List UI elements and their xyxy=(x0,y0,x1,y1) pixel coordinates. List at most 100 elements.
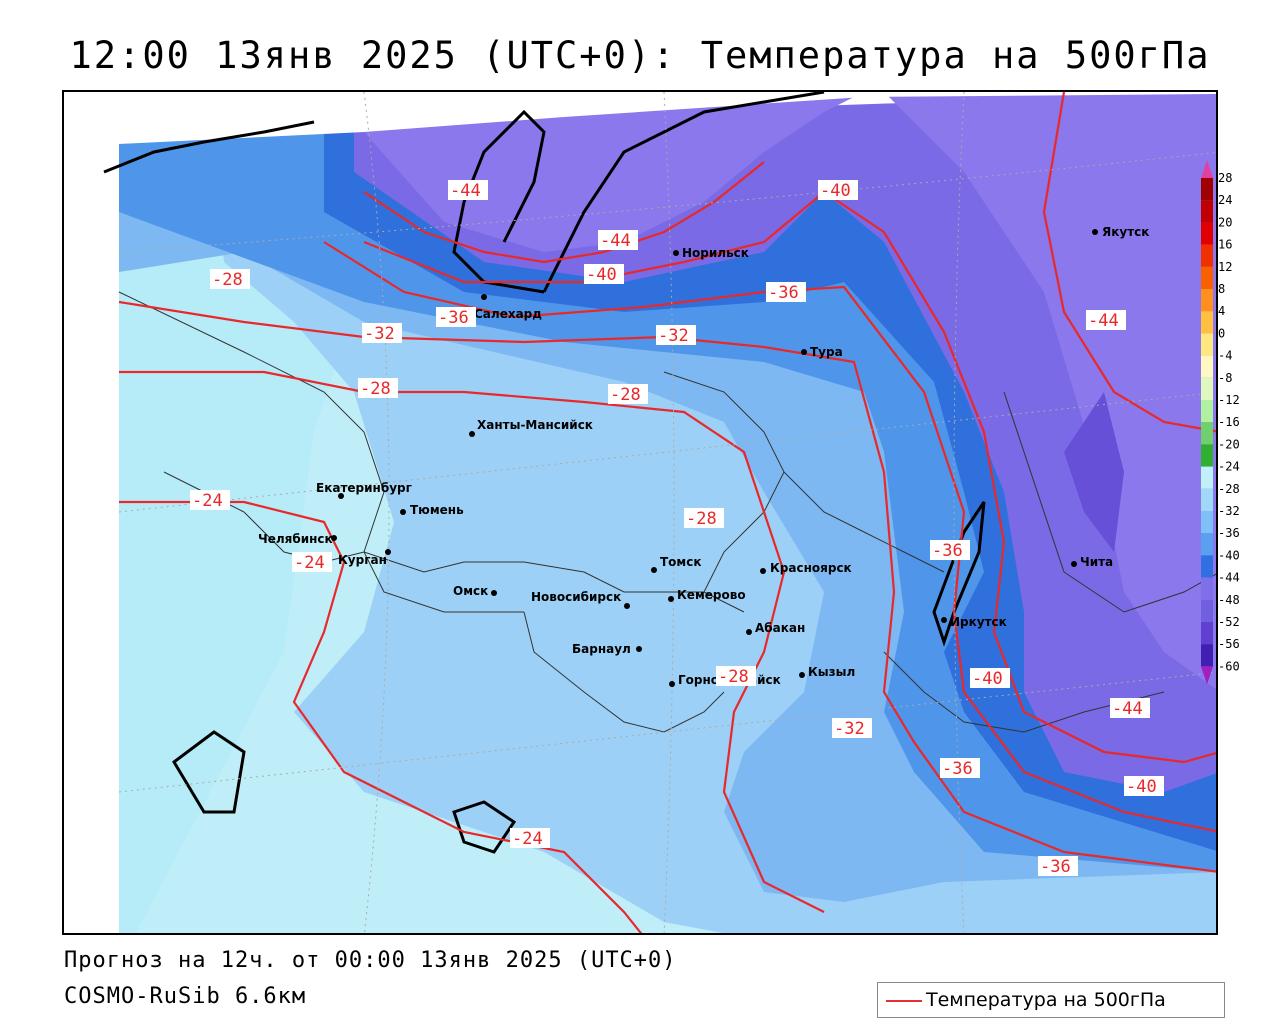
colorbar-swatch xyxy=(1201,533,1213,556)
colorbar-swatch xyxy=(1201,200,1213,223)
svg-text:Кемерово: Кемерово xyxy=(677,588,746,602)
coastline-baikal xyxy=(932,501,986,647)
colorbar-tick-label: 12 xyxy=(1218,260,1232,274)
colorbar-swatch xyxy=(1201,266,1213,289)
city-kurgan[interactable]: Курган xyxy=(338,549,391,567)
city-omsk[interactable]: Омск xyxy=(453,584,497,598)
map-title: 12:00 13янв 2025 (UTC+0): Температура на… xyxy=(69,34,1211,77)
svg-text:Ханты-Мансийск: Ханты-Мансийск xyxy=(477,418,593,432)
city-norilsk[interactable]: Норильск xyxy=(673,246,749,260)
colorbar-swatch xyxy=(1201,577,1213,600)
colorbar-tick-label: -40 xyxy=(1218,548,1240,562)
city-barnaul[interactable]: Барнаул xyxy=(572,642,642,656)
city-salekhard[interactable]: Салехард xyxy=(474,294,542,321)
isoline-label: -44 xyxy=(448,180,488,201)
colorbar-swatch xyxy=(1201,466,1213,489)
city-kemerovo[interactable]: Кемерово xyxy=(668,588,746,602)
colorbar-tick-label: -48 xyxy=(1218,593,1240,607)
city-yakutsk[interactable]: Якутск xyxy=(1092,225,1149,239)
colorbar-tick-label: -20 xyxy=(1218,437,1240,451)
isoline-label: -28 xyxy=(684,508,724,529)
city-novosibirsk[interactable]: Новосибирск xyxy=(531,590,630,609)
svg-text:-28: -28 xyxy=(718,667,749,687)
colorbar-swatch xyxy=(1201,599,1213,622)
isoline-label: -40 xyxy=(970,668,1010,689)
colorbar-tick-label: 24 xyxy=(1218,193,1232,207)
isoline-labels: -44 -44 -40 -40 -36 -36 -32 -32 -28 -28 … xyxy=(190,180,1164,877)
colorbar-tick-label: -56 xyxy=(1218,637,1240,651)
legend: Температура на 500гПа xyxy=(877,982,1225,1018)
coastline-taimyr xyxy=(542,92,825,293)
colorbar-swatch xyxy=(1201,400,1213,423)
svg-text:-44: -44 xyxy=(1088,311,1119,331)
city-yekaterinburg[interactable]: Екатеринбург xyxy=(316,481,412,499)
svg-text:Иркутск: Иркутск xyxy=(950,615,1007,629)
colorbar-tick-label: -32 xyxy=(1218,504,1240,518)
svg-text:-24: -24 xyxy=(294,553,325,573)
svg-text:-36: -36 xyxy=(942,759,973,779)
svg-text:-40: -40 xyxy=(1126,777,1157,797)
colorbar: 28 24 20 16 12 8 4 0 -4 -8 -12 -16 -20 -24 -28 -32 -36 -4… xyxy=(1199,158,1274,694)
isoline-label: -32 xyxy=(832,718,872,739)
temperature-map[interactable]: Норильск Якутск Салехард Тура Ханты-Манс… xyxy=(62,90,1218,935)
city-tyumen[interactable]: Тюмень xyxy=(400,503,464,517)
svg-text:-24: -24 xyxy=(512,829,543,849)
colorbar-tick-label: -44 xyxy=(1218,571,1240,585)
isoline-label: -44 xyxy=(598,230,638,251)
colorbar-swatch xyxy=(1201,355,1213,378)
colorbar-tick-label: -28 xyxy=(1218,482,1240,496)
coastline-caspian xyxy=(172,730,246,814)
colorbar-tick-label: -8 xyxy=(1218,371,1232,385)
city-abakan[interactable]: Абакан xyxy=(746,621,805,635)
region-borders xyxy=(118,291,1216,733)
svg-text:Тура: Тура xyxy=(810,345,843,359)
colorbar-tick-label: 8 xyxy=(1218,282,1225,296)
svg-text:-32: -32 xyxy=(364,324,395,344)
colorbar-tick-label: -24 xyxy=(1218,460,1240,474)
isoline-label: -24 xyxy=(510,828,550,849)
city-krasnoyarsk[interactable]: Красноярск xyxy=(760,561,852,575)
svg-text:Челябинск: Челябинск xyxy=(258,532,333,546)
colorbar-swatch xyxy=(1201,644,1213,667)
isoline-label: -24 xyxy=(292,552,332,573)
svg-text:-28: -28 xyxy=(360,379,391,399)
isoline-label: -36 xyxy=(930,540,970,561)
isoline-label: -36 xyxy=(940,758,980,779)
city-chita[interactable]: Чита xyxy=(1071,555,1113,569)
svg-text:-28: -28 xyxy=(686,509,717,529)
city-tomsk[interactable]: Томск xyxy=(651,555,702,573)
colorbar-swatch xyxy=(1201,555,1213,578)
city-khanty-mansiysk[interactable]: Ханты-Мансийск xyxy=(469,418,593,437)
svg-text:Абакан: Абакан xyxy=(755,621,805,635)
svg-text:Омск: Омск xyxy=(453,584,488,598)
svg-text:Томск: Томск xyxy=(660,555,702,569)
city-irkutsk[interactable]: Иркутск xyxy=(941,615,1007,629)
city-kyzyl[interactable]: Кызыл xyxy=(799,665,855,679)
isoline-label: -36 xyxy=(766,282,806,303)
colorbar-tick-label: -16 xyxy=(1218,415,1240,429)
colorbar-tick-label: 4 xyxy=(1218,304,1225,318)
city-chelyabinsk[interactable]: Челябинск xyxy=(258,532,337,546)
isoline-label: -44 xyxy=(1086,310,1126,331)
isoline-label: -32 xyxy=(656,325,696,346)
svg-text:-44: -44 xyxy=(450,181,481,201)
graticule xyxy=(118,92,1216,933)
colorbar-scale: 28 24 20 16 12 8 4 0 -4 -8 -12 -16 -20 -24 -28 -32 -36 -4… xyxy=(1201,160,1240,685)
isotherm-minus-44-east xyxy=(1042,92,1216,433)
colorbar-tick-label: -4 xyxy=(1218,349,1232,363)
svg-text:Кызыл: Кызыл xyxy=(808,665,855,679)
isoline-label: -36 xyxy=(436,307,476,328)
field-violet-44-core xyxy=(1064,392,1124,552)
svg-text:-36: -36 xyxy=(768,283,799,303)
colorbar-swatch xyxy=(1201,289,1213,312)
legend-label: Температура на 500гПа xyxy=(926,989,1166,1011)
colorbar-tick-label: 0 xyxy=(1218,326,1225,340)
isoline-label: -28 xyxy=(358,378,398,399)
field-cyan-warm xyxy=(119,132,464,933)
colorbar-bottom-arrow xyxy=(1201,666,1213,685)
city-tura[interactable]: Тура xyxy=(801,345,843,359)
svg-text:Красноярск: Красноярск xyxy=(770,561,852,575)
map-canvas: Норильск Якутск Салехард Тура Ханты-Манс… xyxy=(64,92,1216,933)
colorbar-top-arrow xyxy=(1201,160,1213,178)
isoline-label: -28 xyxy=(210,269,250,290)
